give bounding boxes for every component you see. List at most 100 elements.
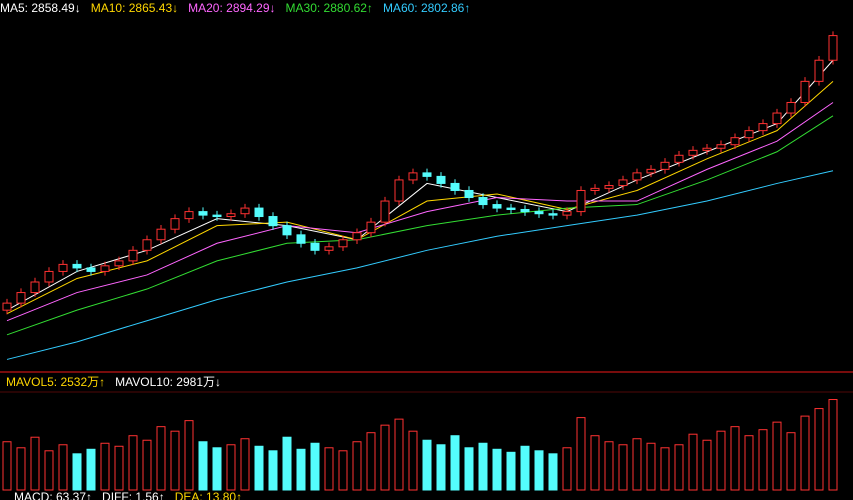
candle-body <box>128 249 138 262</box>
volume-bar <box>114 445 124 491</box>
candle-body <box>408 172 418 181</box>
candle-body <box>310 242 320 251</box>
candle-body <box>338 239 348 248</box>
candle-body <box>702 147 712 151</box>
volume-bar <box>800 415 810 491</box>
volume-bar <box>506 451 516 491</box>
volume-bar <box>44 450 54 491</box>
candle-body <box>156 228 166 241</box>
candle-body <box>660 161 670 170</box>
volume-bar <box>632 438 642 491</box>
volume-bar <box>58 444 68 491</box>
volume-bar <box>548 453 558 491</box>
volume-bar <box>408 430 418 491</box>
candle-body <box>674 154 684 163</box>
candle-body <box>394 179 404 202</box>
candle-body <box>296 234 306 244</box>
ma-label: MA5: 2858.49↓ <box>0 1 81 15</box>
volume-bar <box>674 444 684 491</box>
volume-bar <box>464 447 474 491</box>
volume-bar <box>142 439 152 491</box>
macd-label: DEA: 13.80↑ <box>175 490 242 500</box>
volume-bar <box>338 450 348 491</box>
ma-line <box>6 115 834 336</box>
ma-label: MA60: 2802.86↑ <box>383 1 470 15</box>
ma-line <box>6 102 834 322</box>
volume-bar <box>310 442 320 491</box>
candle-body <box>184 211 194 220</box>
volume-bar <box>828 399 838 491</box>
volume-bar <box>590 435 600 491</box>
volume-bar <box>744 435 754 491</box>
volume-bar <box>450 435 460 491</box>
candle-body <box>198 211 208 216</box>
candle-body <box>2 302 12 311</box>
candle-body <box>352 232 362 241</box>
ma-label: MA20: 2894.29↓ <box>188 1 275 15</box>
candle-body <box>254 207 264 218</box>
candle-body <box>366 221 376 234</box>
candle-body <box>170 218 180 230</box>
candle-body <box>576 189 586 213</box>
volume-bar <box>492 448 502 491</box>
volume-bar <box>380 424 390 491</box>
volume-label: MAVOL5: 2532万↑ <box>6 375 105 389</box>
candle-body <box>786 101 796 114</box>
volume-bar <box>128 435 138 491</box>
candle-body <box>548 213 558 216</box>
volume-bar <box>758 429 768 491</box>
candle-body <box>758 123 768 132</box>
ma-line <box>6 80 834 315</box>
candle-body <box>828 35 838 61</box>
candle-body <box>450 182 460 191</box>
volume-bar <box>212 447 222 491</box>
candle-body <box>716 144 726 149</box>
candle-body <box>492 204 502 209</box>
volume-bar <box>716 430 726 491</box>
candle-body <box>100 265 110 272</box>
volume-bar <box>688 433 698 491</box>
volume-bar <box>814 408 824 491</box>
candle-body <box>324 246 334 251</box>
volume-bar <box>646 442 656 491</box>
candle-body <box>688 149 698 156</box>
volume-bar <box>156 426 166 491</box>
volume-bar <box>618 444 628 491</box>
candle-body <box>44 270 54 283</box>
candle-body <box>562 211 572 216</box>
candle-body <box>604 185 614 189</box>
volume-bar <box>366 432 376 491</box>
candle-body <box>646 168 656 174</box>
candle-body <box>422 172 432 177</box>
volume-bar <box>170 430 180 491</box>
candle-body <box>380 200 390 223</box>
candle-body <box>618 179 628 187</box>
volume-bar <box>702 439 712 491</box>
volume-bar <box>86 448 96 491</box>
volume-bar <box>562 447 572 491</box>
candle-body <box>58 263 68 272</box>
volume-bar <box>72 453 82 491</box>
volume-bar <box>394 418 404 491</box>
volume-bar <box>576 417 586 491</box>
volume-bar <box>268 450 278 491</box>
volume-bar <box>16 447 26 491</box>
volume-bar <box>436 444 446 491</box>
candle-body <box>268 216 278 227</box>
volume-bar <box>184 420 194 491</box>
volume-bar <box>604 441 614 491</box>
candle-body <box>212 214 222 218</box>
volume-label: MAVOL10: 2981万↓ <box>115 375 221 389</box>
volume-bar <box>730 426 740 491</box>
volume-bar <box>226 444 236 491</box>
candle-body <box>478 197 488 206</box>
volume-bar <box>478 442 488 491</box>
volume-bar <box>2 441 12 491</box>
volume-bar <box>534 450 544 491</box>
candle-body <box>86 267 96 272</box>
volume-bar <box>422 439 432 491</box>
volume-bar <box>240 438 250 491</box>
candle-body <box>226 213 236 218</box>
candle-body <box>30 281 40 294</box>
